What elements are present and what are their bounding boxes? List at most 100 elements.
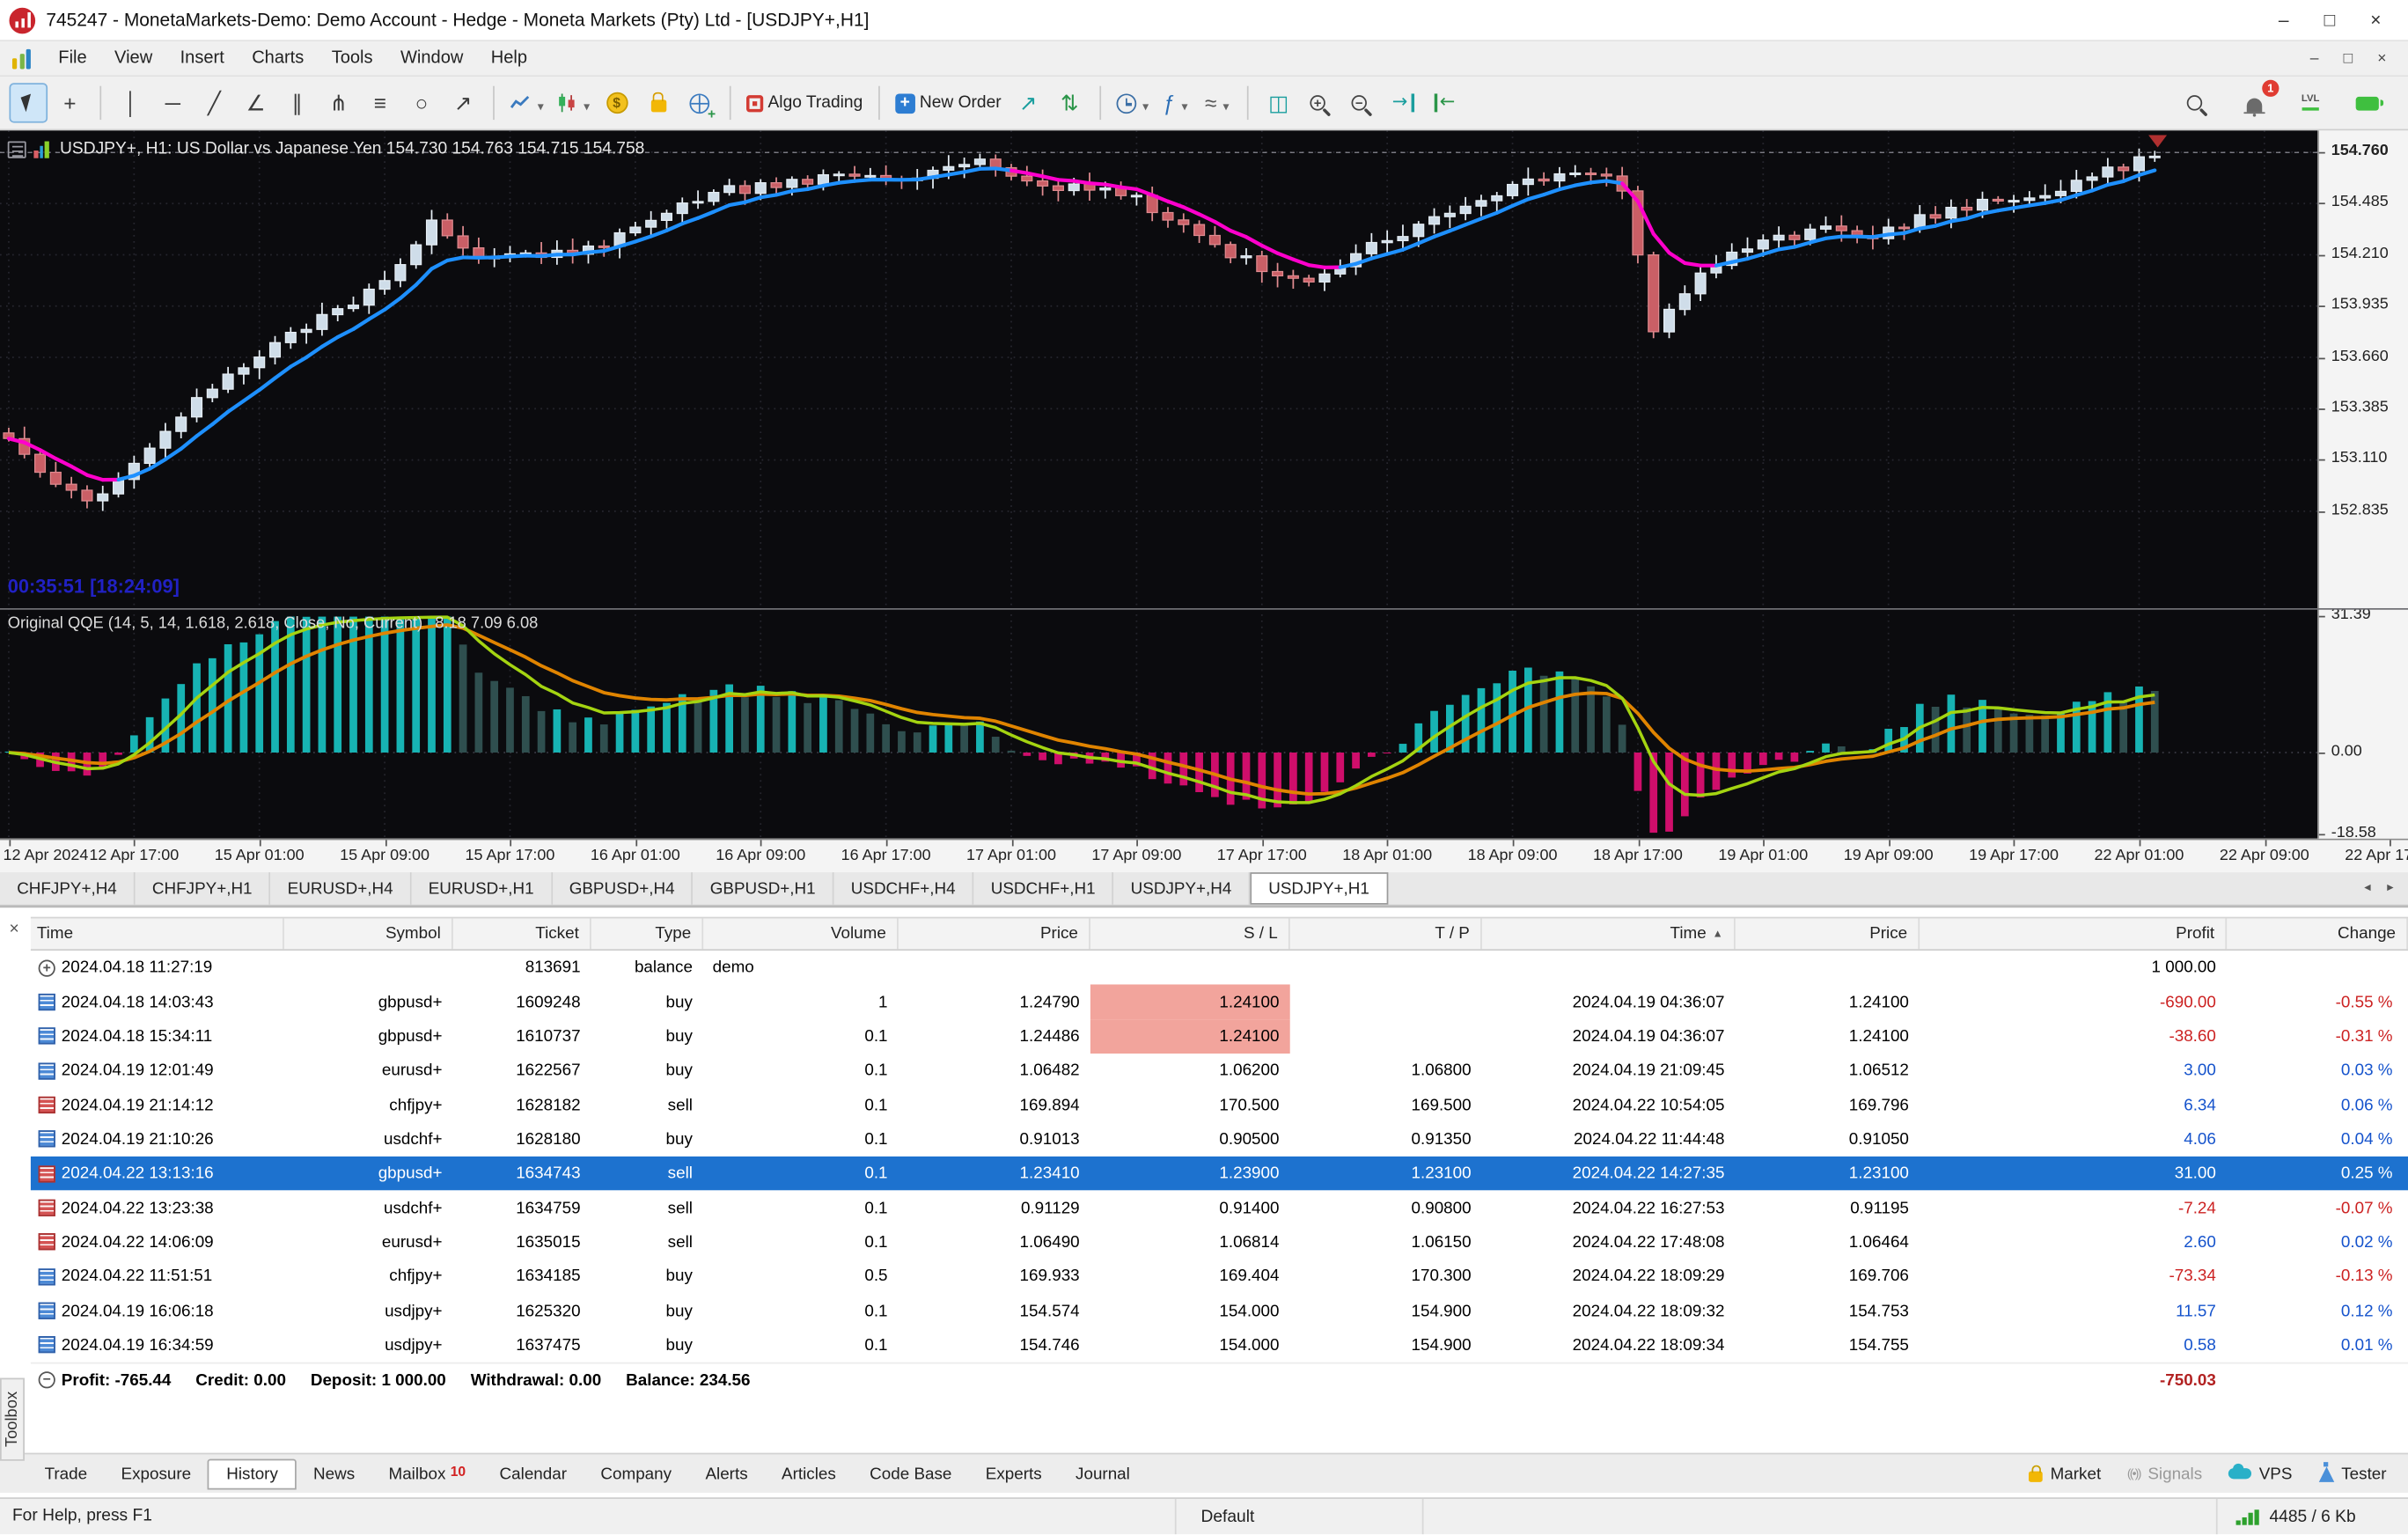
table-row[interactable]: 2024.04.19 21:10:26usdchf+1628180buy0.10…: [31, 1122, 2408, 1157]
chart-tab-usdchfh4[interactable]: USDCHF+,H4: [834, 872, 974, 905]
table-row[interactable]: 2024.04.18 15:34:11gbpusd+1610737buy0.11…: [31, 1019, 2408, 1054]
menu-file[interactable]: File: [45, 41, 101, 75]
table-row[interactable]: 2024.04.22 14:06:09eurusd+1635015sell0.1…: [31, 1225, 2408, 1260]
scroll-tabs-right-icon[interactable]: ►: [2385, 883, 2396, 893]
toolbox-tab-alerts[interactable]: Alerts: [688, 1460, 765, 1487]
column-header-change[interactable]: Change: [2227, 918, 2408, 949]
trendline-button[interactable]: ╱: [195, 83, 234, 122]
minimize-button[interactable]: –: [2297, 45, 2331, 72]
toolbox-tab-trade[interactable]: Trade: [27, 1460, 104, 1487]
toolbox-close-icon[interactable]: ×: [9, 922, 18, 938]
toolbox-tab-exposure[interactable]: Exposure: [104, 1460, 208, 1487]
toolbox-tab-code-base[interactable]: Code Base: [853, 1460, 969, 1487]
toolbox-tab-news[interactable]: News: [297, 1460, 372, 1487]
menu-help[interactable]: Help: [477, 41, 541, 75]
period-separators-button[interactable]: ◫: [1259, 83, 1298, 122]
panel-vps[interactable]: VPS: [2228, 1465, 2293, 1483]
menu-insert[interactable]: Insert: [166, 41, 239, 75]
toolbox-tab-journal[interactable]: Journal: [1059, 1460, 1147, 1487]
one-click-trading-icon[interactable]: [33, 141, 52, 158]
price-scale[interactable]: 154.760154.485154.210153.935153.660153.3…: [2317, 130, 2408, 838]
equidistant-channel-button[interactable]: ∥: [278, 83, 317, 122]
column-header-price[interactable]: Price: [899, 918, 1090, 949]
chart-tab-usdjpyh1[interactable]: USDJPY+,H1: [1250, 872, 1388, 905]
toolbox-tab-calendar[interactable]: Calendar: [482, 1460, 584, 1487]
notifications-button[interactable]: 1: [2235, 83, 2273, 122]
chart-tab-usdchfh1[interactable]: USDCHF+,H1: [974, 872, 1114, 905]
lock-scale-button[interactable]: [639, 83, 678, 122]
fullscreen-button[interactable]: ↗: [1009, 83, 1047, 122]
panel-market[interactable]: Market: [2029, 1465, 2101, 1483]
toolbox-tab-company[interactable]: Company: [584, 1460, 688, 1487]
time-axis[interactable]: 12 Apr 202412 Apr 17:0015 Apr 01:0015 Ap…: [0, 839, 2408, 872]
chart-tab-gbpusdh1[interactable]: GBPUSD+,H1: [694, 872, 834, 905]
connection-button[interactable]: [2348, 83, 2387, 122]
column-header-time-close[interactable]: Time▲: [1482, 918, 1736, 949]
community-button[interactable]: [680, 83, 719, 122]
vertical-line-button[interactable]: │: [112, 83, 150, 122]
candle-chart-type-button[interactable]: [551, 83, 594, 122]
candlestick-chart[interactable]: [0, 130, 2317, 608]
chart-shift-button[interactable]: [1384, 83, 1422, 122]
quotes-button[interactable]: [598, 83, 636, 122]
column-header-tp[interactable]: T / P: [1290, 918, 1482, 949]
horizontal-line-button[interactable]: ─: [153, 83, 192, 122]
toolbox-tab-mailbox[interactable]: Mailbox10: [371, 1459, 482, 1488]
chart-tab-chfjpyh4[interactable]: CHFJPY+,H4: [0, 872, 136, 905]
auto-scroll-button[interactable]: [1425, 83, 1464, 122]
table-row[interactable]: 2024.04.18 11:27:19813691balancedemo1 00…: [31, 951, 2408, 985]
panel-tester[interactable]: Tester: [2318, 1465, 2386, 1483]
menu-window[interactable]: Window: [386, 41, 477, 75]
toolbox-tab-articles[interactable]: Articles: [765, 1460, 853, 1487]
column-header-time[interactable]: Time: [31, 918, 284, 949]
scroll-tabs-left-icon[interactable]: ◄: [2362, 883, 2373, 893]
minimize-button[interactable]: –: [2260, 3, 2306, 36]
qqe-indicator-chart[interactable]: [0, 608, 2317, 839]
zoom-out-button[interactable]: [1342, 83, 1381, 122]
chart-tab-eurusdh4[interactable]: EURUSD+,H4: [270, 872, 411, 905]
cursor-button[interactable]: [9, 83, 48, 122]
table-row[interactable]: 2024.04.18 14:03:43gbpusd+1609248buy11.2…: [31, 985, 2408, 1019]
trend-angle-button[interactable]: ∠: [237, 83, 275, 122]
table-row[interactable]: 2024.04.22 11:51:51chfjpy+1634185buy0.51…: [31, 1260, 2408, 1294]
chart-tab-eurusdh1[interactable]: EURUSD+,H1: [411, 872, 552, 905]
table-row[interactable]: 2024.04.19 16:34:59usdjpy+1637475buy0.11…: [31, 1328, 2408, 1362]
table-row[interactable]: 2024.04.19 12:01:49eurusd+1622567buy0.11…: [31, 1054, 2408, 1088]
chart-panes[interactable]: [0, 130, 2317, 838]
ohlc-list-icon[interactable]: [8, 141, 26, 158]
restore-button[interactable]: □: [2307, 3, 2353, 36]
column-header-symbol[interactable]: Symbol: [284, 918, 453, 949]
new-order-button[interactable]: New Order: [891, 83, 1006, 122]
chart-tab-chfjpyh1[interactable]: CHFJPY+,H1: [136, 872, 271, 905]
andrews-pitchfork-button[interactable]: ⋔: [319, 83, 358, 122]
column-header-volume[interactable]: Volume: [703, 918, 899, 949]
column-header-type[interactable]: Type: [591, 918, 703, 949]
zoom-in-button[interactable]: [1301, 83, 1340, 122]
status-profile-cell[interactable]: Default: [1175, 1500, 1424, 1535]
depth-of-market-button[interactable]: ⇅: [1050, 83, 1089, 122]
table-row[interactable]: 2024.04.19 16:06:18usdjpy+1625320buy0.11…: [31, 1294, 2408, 1328]
menu-tools[interactable]: Tools: [318, 41, 386, 75]
menu-view[interactable]: View: [100, 41, 166, 75]
table-row[interactable]: 2024.04.22 13:23:38usdchf+1634759sell0.1…: [31, 1191, 2408, 1225]
objects-button[interactable]: ≈: [1198, 83, 1237, 122]
close-button[interactable]: ×: [2365, 45, 2398, 72]
close-button[interactable]: ×: [2353, 3, 2398, 36]
toolbox-tab-experts[interactable]: Experts: [969, 1460, 1059, 1487]
column-header-price[interactable]: Price: [1736, 918, 1920, 949]
line-chart-type-button[interactable]: [505, 83, 548, 122]
menu-charts[interactable]: Charts: [238, 41, 318, 75]
column-header-profit[interactable]: Profit: [1920, 918, 2227, 949]
pane-separator[interactable]: [0, 608, 2408, 610]
column-header-sl[interactable]: S / L: [1090, 918, 1290, 949]
table-row[interactable]: 2024.04.19 21:14:12chfjpy+1628182sell0.1…: [31, 1088, 2408, 1122]
search-button[interactable]: [2177, 83, 2216, 122]
toolbox-side-label[interactable]: Toolbox: [0, 1378, 25, 1462]
algo-trading-button[interactable]: Algo Trading: [742, 83, 868, 122]
table-row[interactable]: 2024.04.22 13:13:16gbpusd+1634743sell0.1…: [31, 1157, 2408, 1191]
timeframes-button[interactable]: [1112, 83, 1153, 122]
lvl-button[interactable]: LVL: [2291, 83, 2330, 122]
column-header-ticket[interactable]: Ticket: [453, 918, 591, 949]
toolbox-tab-history[interactable]: History: [208, 1458, 296, 1489]
chart-tab-gbpusdh4[interactable]: GBPUSD+,H4: [553, 872, 694, 905]
